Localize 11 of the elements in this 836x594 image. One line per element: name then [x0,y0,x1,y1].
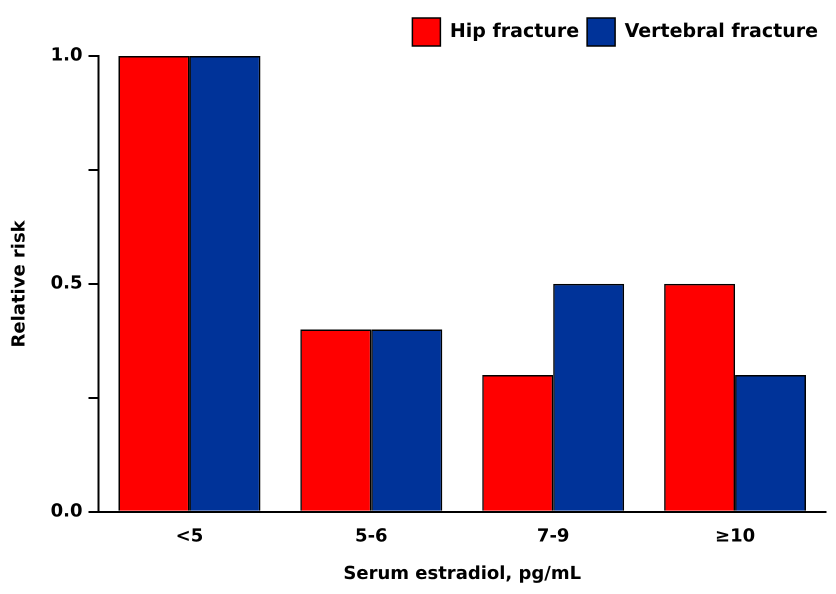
x-tick-label: 7-9 [536,525,570,546]
y-tick-label: 0.5 [50,272,82,294]
y-tick-label: 1.0 [50,44,82,66]
x-tick-label: 5-6 [355,525,388,546]
x-axis-title: Serum estradiol, pg/mL [343,562,582,584]
y-axis-title: Relative risk [8,219,30,348]
x-tick-label: ≥10 [714,525,756,546]
legend-label: Hip fracture [450,20,580,42]
y-tick-label: 0.0 [50,500,82,522]
legend-label: Vertebral fracture [624,20,818,42]
x-tick-label: <5 [176,525,204,546]
